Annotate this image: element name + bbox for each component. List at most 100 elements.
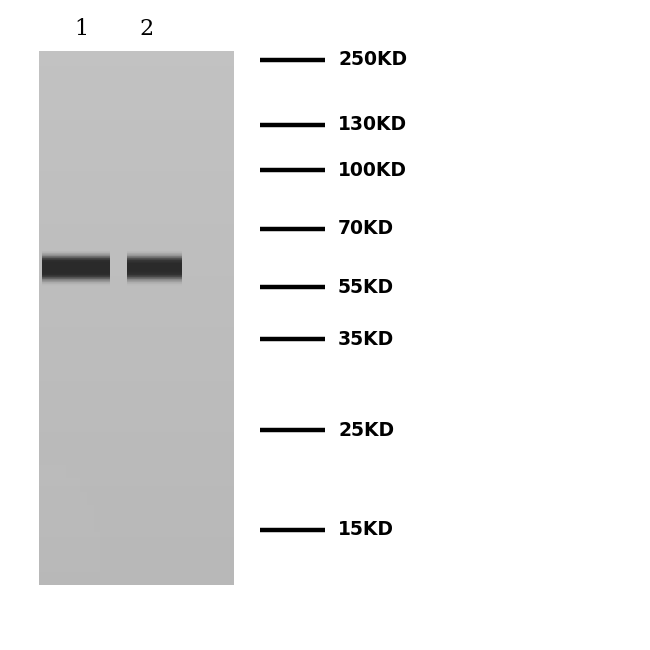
Bar <box>39 332 46 345</box>
Bar <box>39 309 234 311</box>
Bar <box>127 275 182 283</box>
Bar <box>121 412 127 425</box>
Bar <box>39 448 234 450</box>
Bar <box>127 412 135 425</box>
Bar <box>39 568 234 571</box>
Bar <box>60 358 66 372</box>
Bar <box>39 268 234 270</box>
Bar <box>162 491 169 505</box>
Bar <box>127 260 182 268</box>
Bar <box>39 133 234 135</box>
Bar <box>100 358 107 372</box>
Bar <box>148 438 155 452</box>
Text: 25KD: 25KD <box>338 421 394 440</box>
Bar <box>155 491 162 505</box>
Bar <box>127 277 182 285</box>
Bar <box>39 540 234 542</box>
Bar <box>87 438 94 452</box>
Bar <box>135 372 142 385</box>
Bar <box>39 73 234 75</box>
Bar <box>53 385 59 398</box>
Bar <box>39 144 234 146</box>
Bar <box>73 358 80 372</box>
Bar <box>39 543 234 546</box>
Text: 55KD: 55KD <box>338 278 394 297</box>
Bar <box>135 491 142 505</box>
Bar <box>42 263 110 270</box>
Bar <box>39 119 234 122</box>
Bar <box>46 425 53 438</box>
Bar <box>107 465 114 478</box>
Bar <box>39 227 234 229</box>
Bar <box>135 519 142 532</box>
Bar <box>39 110 234 112</box>
Bar <box>39 451 234 454</box>
Bar <box>66 345 73 358</box>
Bar <box>127 262 182 270</box>
Bar <box>127 274 182 281</box>
Bar <box>39 201 234 203</box>
Bar <box>107 385 114 398</box>
Bar <box>114 372 121 385</box>
Bar <box>39 577 234 580</box>
Bar <box>39 372 46 385</box>
Bar <box>121 491 127 505</box>
Bar <box>39 161 234 164</box>
Bar <box>39 444 234 447</box>
Bar <box>39 146 234 148</box>
Bar <box>100 332 107 345</box>
Bar <box>39 579 234 582</box>
Bar <box>39 316 234 318</box>
Bar <box>46 372 53 385</box>
Bar <box>39 567 234 569</box>
Bar <box>39 556 234 558</box>
Bar <box>80 398 87 412</box>
Bar <box>80 478 87 491</box>
Bar <box>39 85 234 88</box>
Bar <box>80 438 87 452</box>
Bar <box>39 68 234 70</box>
Bar <box>94 425 100 438</box>
Bar <box>148 558 155 572</box>
Bar <box>87 332 94 345</box>
Bar <box>39 259 234 262</box>
Bar <box>39 528 234 530</box>
Bar <box>39 361 234 363</box>
Bar <box>162 412 169 425</box>
Bar <box>39 454 234 457</box>
Bar <box>39 439 234 441</box>
Bar <box>39 332 234 335</box>
Bar <box>148 505 155 519</box>
Bar <box>60 465 66 478</box>
Bar <box>42 255 110 263</box>
Bar <box>39 293 234 295</box>
Bar <box>39 354 234 356</box>
Bar <box>127 425 135 438</box>
Bar <box>39 241 234 244</box>
Bar <box>162 345 169 358</box>
Bar <box>155 306 162 318</box>
Bar <box>114 306 121 318</box>
Bar <box>39 275 234 278</box>
Bar <box>127 278 182 286</box>
Bar <box>39 359 234 361</box>
Bar <box>39 441 234 443</box>
Bar <box>127 256 182 264</box>
Bar <box>39 243 234 246</box>
Bar <box>114 519 121 532</box>
Bar <box>127 276 182 283</box>
Bar <box>39 177 234 180</box>
Bar <box>42 275 110 283</box>
Bar <box>42 270 110 278</box>
Bar <box>53 491 59 505</box>
Bar <box>46 306 53 318</box>
Bar <box>60 398 66 412</box>
Bar <box>39 105 234 107</box>
Bar <box>100 318 107 332</box>
Bar <box>135 306 142 318</box>
Bar <box>127 264 182 272</box>
Bar <box>60 372 66 385</box>
Bar <box>39 69 234 72</box>
Bar <box>94 545 100 558</box>
Bar <box>39 374 234 377</box>
